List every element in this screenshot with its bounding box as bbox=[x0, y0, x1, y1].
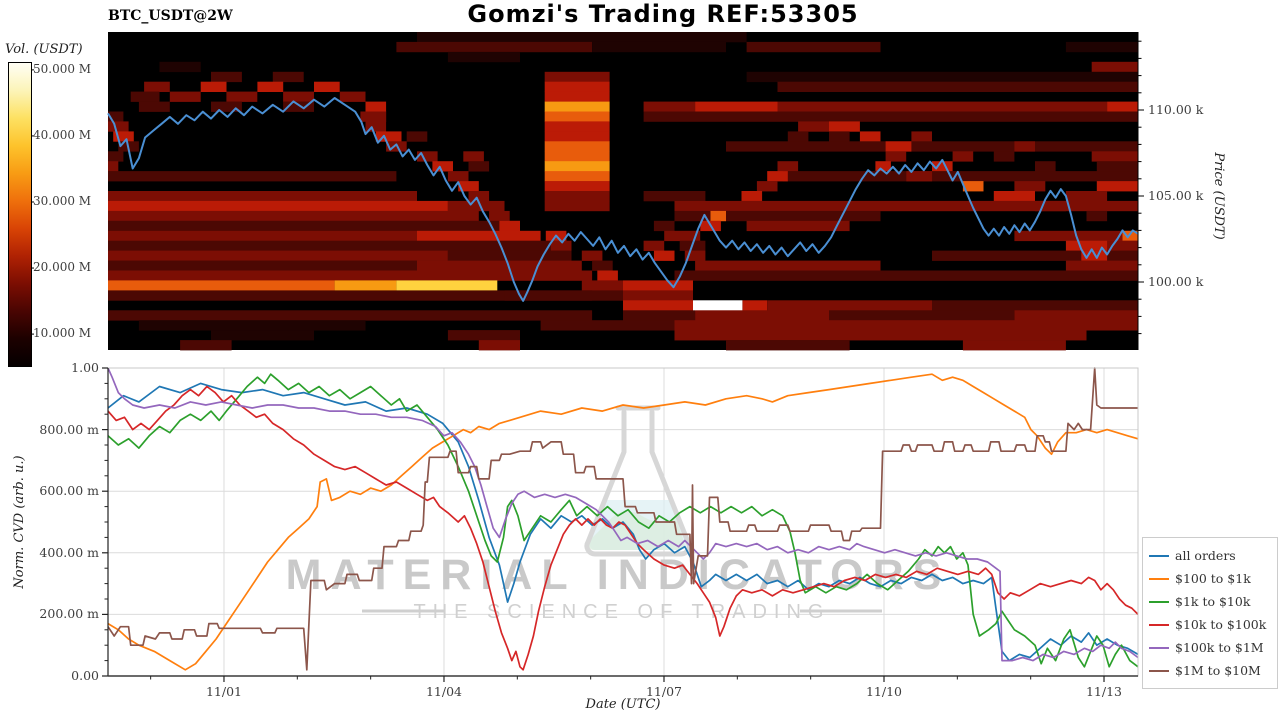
legend-item: $100k to $1M bbox=[1149, 640, 1271, 655]
cvd-tick-label: 0.00 bbox=[71, 668, 99, 683]
price-tick-label: 105.00 k bbox=[1148, 188, 1204, 203]
date-axis-label: Date (UTC) bbox=[585, 697, 661, 712]
volume-heatmap bbox=[107, 32, 1144, 351]
legend-line-sample bbox=[1149, 623, 1169, 626]
colorbar-tick-label: 30.000 M bbox=[33, 193, 92, 208]
price-axis-label: Price (USDT) bbox=[1211, 152, 1226, 240]
legend-item: $100 to $1k bbox=[1149, 571, 1271, 586]
cvd-tick-label: 400.00 m bbox=[39, 544, 99, 560]
legend-line-sample bbox=[1149, 669, 1169, 672]
date-tick-label: 11/10 bbox=[865, 684, 903, 699]
date-tick-label: 11/13 bbox=[1085, 684, 1123, 699]
series-line--1k-to-10k bbox=[107, 373, 1139, 668]
legend-item-label: all orders bbox=[1175, 548, 1236, 563]
legend-item-label: $10k to $100k bbox=[1175, 617, 1267, 632]
price-line bbox=[107, 97, 1139, 302]
colorbar-tick-label: 20.000 M bbox=[33, 260, 92, 275]
series-line-all-orders bbox=[107, 382, 1139, 662]
legend-item: all orders bbox=[1149, 548, 1271, 563]
date-tick-label: 11/01 bbox=[205, 684, 242, 699]
legend-item: $1M to $10M bbox=[1149, 663, 1271, 678]
watermark-text-2: THE SCIENCE OF TRADING bbox=[414, 601, 831, 623]
watermark-text-1: MATERIAL INDICATORS bbox=[286, 551, 951, 599]
cvd-tick-label: 600.00 m bbox=[39, 483, 99, 499]
price-tick-label: 100.00 k bbox=[1148, 274, 1204, 289]
symbol-label: BTC_USDT@2W bbox=[108, 8, 233, 24]
legend-line-sample bbox=[1149, 646, 1169, 649]
legend-item-label: $100 to $1k bbox=[1175, 571, 1251, 586]
series-line--100k-to-1m bbox=[107, 367, 1139, 662]
legend-line-sample bbox=[1149, 600, 1169, 603]
cvd-tick-label: 200.00 m bbox=[39, 606, 99, 622]
colorbar-tick-label: 10.000 M bbox=[33, 326, 92, 341]
legend-line-sample bbox=[1149, 554, 1169, 557]
series-line--1m-to-10m bbox=[107, 367, 1138, 671]
colorbar-tick-label: 40.000 M bbox=[33, 127, 92, 142]
legend: all orders $100 to $1k $1k to $10k $10k to … bbox=[1142, 537, 1278, 689]
price-tick-label: 110.00 k bbox=[1148, 102, 1204, 117]
legend-item: $1k to $10k bbox=[1149, 594, 1271, 609]
legend-line-sample bbox=[1149, 577, 1169, 580]
volume-colorbar bbox=[8, 62, 32, 367]
legend-item: $10k to $100k bbox=[1149, 617, 1271, 632]
date-tick-label: 11/07 bbox=[645, 684, 682, 699]
legend-item-label: $1M to $10M bbox=[1175, 663, 1261, 678]
series-line--10k-to-100k bbox=[107, 385, 1139, 671]
cvd-axis-label: Norm. CVD (arb. u.) bbox=[12, 455, 27, 589]
series-line--100-to-1k bbox=[107, 373, 1139, 671]
cvd-tick-label: 1.00 bbox=[71, 360, 99, 375]
page-title: Gomzi's Trading REF:53305 bbox=[467, 0, 859, 28]
date-tick-label: 11/04 bbox=[425, 684, 462, 699]
cvd-tick-label: 800.00 m bbox=[39, 421, 99, 437]
colorbar-title: Vol. (USDT) bbox=[5, 42, 83, 57]
colorbar-tick-label: 50.000 M bbox=[33, 61, 92, 76]
legend-item-label: $1k to $10k bbox=[1175, 594, 1251, 609]
legend-item-label: $100k to $1M bbox=[1175, 640, 1264, 655]
